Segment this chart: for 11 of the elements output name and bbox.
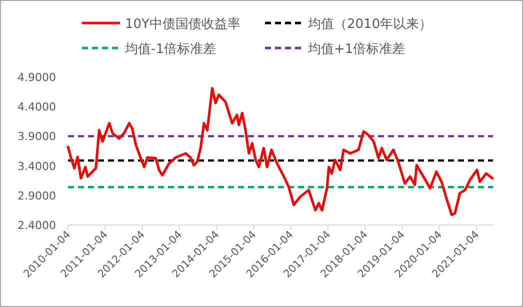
legend-label: 10Y中债国债收益率: [125, 16, 240, 32]
y-tick-label: 4.4000: [18, 100, 56, 114]
y-tick-label: 4.9000: [18, 71, 56, 84]
y-tick-label: 3.9000: [18, 130, 56, 144]
legend-label: 均值（2010年以来）: [307, 17, 432, 32]
legend-label: 均值-1倍标准差: [124, 42, 216, 57]
y-tick-label: 3.4000: [18, 160, 56, 173]
legend-label: 均值+1倍标准差: [307, 42, 406, 57]
y-tick-label: 2.4000: [18, 219, 56, 232]
y-tick-label: 2.9000: [18, 189, 56, 202]
line-series: [66, 87, 494, 216]
